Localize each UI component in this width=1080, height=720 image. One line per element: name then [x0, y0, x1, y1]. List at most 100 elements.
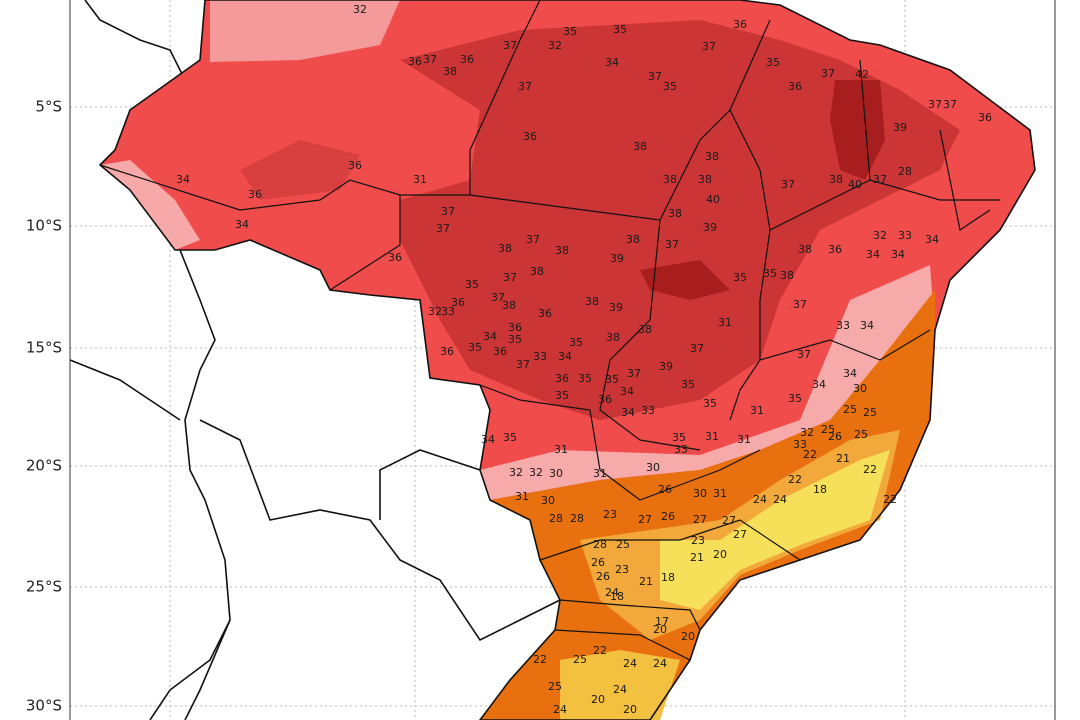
- lat-label: 5°S: [35, 98, 62, 116]
- temperature-label: 25: [854, 428, 868, 441]
- temperature-label: 38: [829, 173, 843, 186]
- temperature-label: 35: [508, 333, 522, 346]
- temperature-label: 24: [653, 657, 667, 670]
- temperature-label: 26: [661, 510, 675, 523]
- temperature-label: 38: [555, 244, 569, 257]
- temperature-label: 35: [703, 397, 717, 410]
- temperature-label: 34: [925, 233, 939, 246]
- temperature-label: 26: [658, 483, 672, 496]
- temperature-label: 37: [690, 342, 704, 355]
- temperature-field: [100, 0, 1035, 720]
- temperature-label: 20: [591, 693, 605, 706]
- temperature-label: 36: [460, 53, 474, 66]
- temperature-label: 33: [533, 350, 547, 363]
- temperature-label: 31: [593, 467, 607, 480]
- temperature-label: 34: [235, 218, 249, 231]
- temperature-label: 36: [451, 296, 465, 309]
- temperature-label: 18: [610, 590, 624, 603]
- zone: [560, 650, 680, 720]
- temperature-label: 22: [593, 644, 607, 657]
- temperature-label: 38: [668, 207, 682, 220]
- temperature-label: 35: [788, 392, 802, 405]
- temperature-label: 37: [793, 298, 807, 311]
- zone: [640, 260, 730, 300]
- temperature-label: 24: [623, 657, 637, 670]
- temperature-label: 24: [753, 493, 767, 506]
- temperature-label: 34: [812, 378, 826, 391]
- temperature-label: 28: [898, 165, 912, 178]
- temperature-label: 38: [502, 299, 516, 312]
- zone: [100, 160, 200, 250]
- temperature-label: 40: [706, 193, 720, 206]
- temperature-label: 33: [441, 305, 455, 318]
- temperature-label: 34: [621, 406, 635, 419]
- temperature-label: 35: [733, 271, 747, 284]
- temperature-label: 33: [641, 404, 655, 417]
- temperature-label: 20: [681, 630, 695, 643]
- temperature-label: 37: [436, 222, 450, 235]
- temperature-label: 26: [591, 556, 605, 569]
- temperature-label: 31: [750, 404, 764, 417]
- temperature-label: 20: [653, 623, 667, 636]
- state-border: [559, 599, 701, 631]
- state-borders: [98, 0, 1036, 720]
- temperature-label: 25: [821, 423, 835, 436]
- temperature-label: 32: [509, 466, 523, 479]
- temperature-label: 34: [481, 433, 495, 446]
- temperature-label: 32: [548, 39, 562, 52]
- temperature-label: 37: [781, 178, 795, 191]
- border: [199, 419, 561, 642]
- temperature-label: 35: [672, 431, 686, 444]
- temperature-label: 26: [596, 570, 610, 583]
- temperature-label: 35: [766, 56, 780, 69]
- temperature-label: 24: [553, 703, 567, 716]
- temperature-label: 30: [853, 382, 867, 395]
- temperature-label: 36: [538, 307, 552, 320]
- temperature-label: 32: [800, 426, 814, 439]
- temperature-label: 40: [848, 178, 862, 191]
- temperature-label: 36: [493, 345, 507, 358]
- temperature-label: 30: [646, 461, 660, 474]
- temperature-label: 31: [515, 490, 529, 503]
- temperature-label: 27: [693, 513, 707, 526]
- lat-label: 30°S: [26, 697, 62, 715]
- temperature-label: 25: [616, 538, 630, 551]
- temperature-label: 38: [626, 233, 640, 246]
- lat-label: 25°S: [26, 578, 62, 596]
- temperature-label: 30: [541, 494, 555, 507]
- temperature-label: 35: [465, 278, 479, 291]
- state-border: [539, 519, 801, 561]
- temperature-label: 23: [603, 508, 617, 521]
- temperature-label: 31: [713, 487, 727, 500]
- temperature-label: 37: [518, 80, 532, 93]
- temperature-label: 34: [860, 319, 874, 332]
- temperature-label: 32: [873, 229, 887, 242]
- temperature-label: 38: [698, 173, 712, 186]
- temperature-label: 17: [655, 615, 669, 628]
- temperature-label: 36: [978, 111, 992, 124]
- temperature-label: 42: [855, 68, 869, 81]
- state-border: [99, 164, 470, 211]
- temperature-label: 28: [593, 538, 607, 551]
- temperature-label: 34: [620, 385, 634, 398]
- temperature-label: 38: [705, 150, 719, 163]
- temperature-label: 33: [674, 443, 688, 456]
- temperature-label: 39: [703, 221, 717, 234]
- temperature-label: 25: [573, 653, 587, 666]
- zone: [400, 20, 960, 420]
- temperature-label: 25: [548, 680, 562, 693]
- temperature-label: 18: [813, 483, 827, 496]
- temperature-label: 28: [570, 512, 584, 525]
- temperature-label: 36: [828, 243, 842, 256]
- state-border: [759, 329, 931, 361]
- temperature-label: 36: [408, 55, 422, 68]
- temperature-label: 34: [843, 367, 857, 380]
- temperature-label: 38: [498, 242, 512, 255]
- temperature-label: 37: [503, 39, 517, 52]
- temperature-label: 37: [503, 271, 517, 284]
- temperature-label: 34: [866, 248, 880, 261]
- state-border: [769, 59, 871, 231]
- temperature-label: 37: [491, 291, 505, 304]
